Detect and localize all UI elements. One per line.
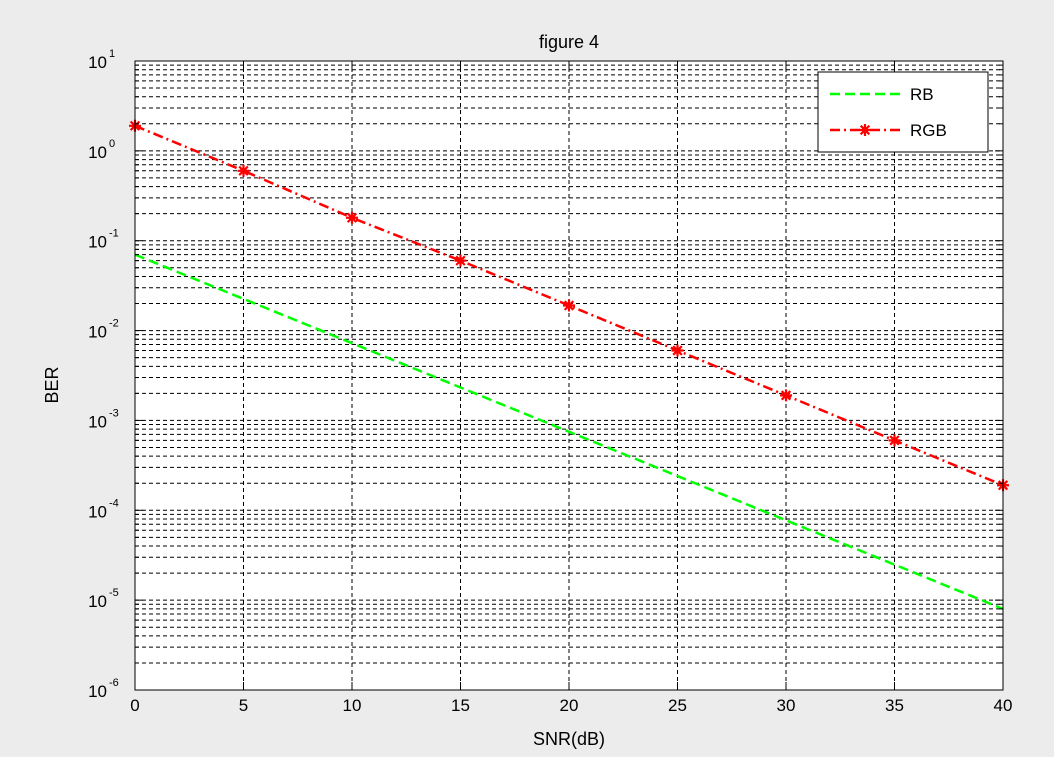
ticks xyxy=(134,60,1004,691)
data-point-core-rgb xyxy=(674,347,681,354)
x-tick-label: 5 xyxy=(239,696,248,715)
y-tick-label: 10 xyxy=(88,143,107,162)
x-tick-label: 25 xyxy=(668,696,687,715)
y-tick-label: 10 xyxy=(88,412,107,431)
y-tick-label: 10 xyxy=(88,53,107,72)
data-point-core-rgb xyxy=(349,214,355,221)
x-tick-label: 15 xyxy=(451,696,470,715)
data-point-core-rgb xyxy=(457,257,464,264)
y-tick-label: 10 xyxy=(88,682,107,701)
y-axis-label: BER xyxy=(42,366,62,403)
y-tick-exponent: -4 xyxy=(109,497,119,509)
plot-area xyxy=(135,61,1003,690)
legend-label-rgb: RGB xyxy=(910,121,947,140)
y-tick-exponent: -1 xyxy=(109,228,119,240)
y-tick-label: 10 xyxy=(88,323,107,342)
x-tick-labels: 0 5 10 15 20 25 30 35 40 xyxy=(130,696,1012,715)
x-tick-label: 20 xyxy=(560,696,579,715)
y-tick-exponent: 0 xyxy=(109,138,115,150)
y-tick-exponent: -3 xyxy=(109,407,119,419)
legend-marker-core-rgb xyxy=(862,127,868,133)
legend-box xyxy=(817,71,989,153)
x-tick-label: 0 xyxy=(130,696,139,715)
y-tick-label: 10 xyxy=(88,233,107,252)
x-tick-label: 10 xyxy=(343,696,362,715)
y-tick-label: 10 xyxy=(88,502,107,521)
x-axis-label: SNR(dB) xyxy=(533,729,605,749)
legend: RB RGB xyxy=(817,71,989,153)
data-point-core-rgb xyxy=(566,302,572,309)
legend-label-rb: RB xyxy=(910,85,934,104)
data-point-core-rgb xyxy=(783,392,789,399)
chart-title: figure 4 xyxy=(539,32,599,52)
y-tick-exponent: -6 xyxy=(109,677,119,689)
y-tick-exponent: 1 xyxy=(109,48,115,60)
y-tick-label: 10 xyxy=(88,592,107,611)
series-line-rb xyxy=(134,253,1004,611)
x-tick-label: 40 xyxy=(994,696,1013,715)
y-tick-exponent: -5 xyxy=(109,587,119,599)
y-tick-exponent: -2 xyxy=(109,318,119,330)
x-tick-label: 30 xyxy=(777,696,796,715)
x-tick-label: 35 xyxy=(885,696,904,715)
data-point-core-rgb xyxy=(240,167,247,174)
data-point-core-rgb xyxy=(891,437,898,444)
